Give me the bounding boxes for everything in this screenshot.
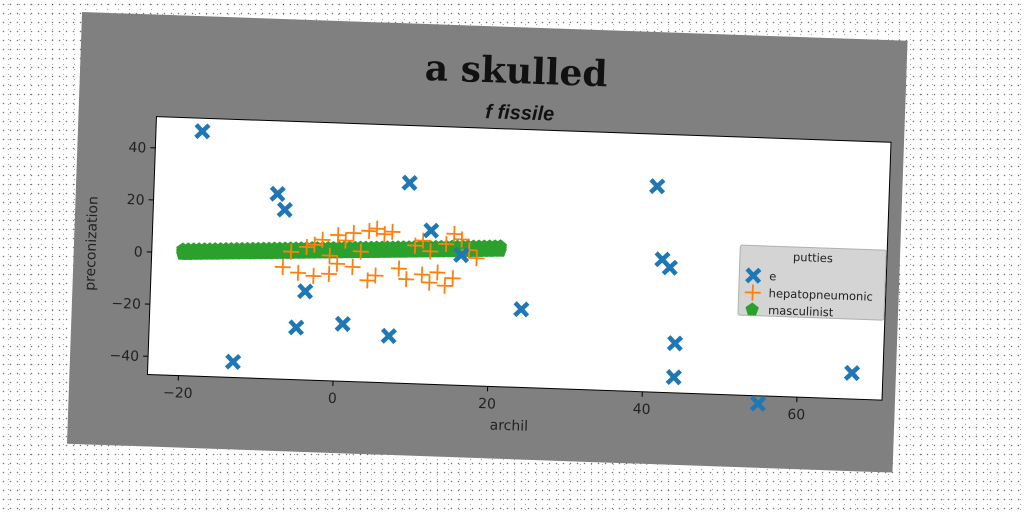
y-tick-label: 20 <box>126 192 144 209</box>
data-point <box>398 271 415 288</box>
data-point <box>513 301 530 318</box>
data-point <box>297 283 314 300</box>
data-point <box>444 270 461 287</box>
data-point <box>376 226 393 243</box>
plot-area <box>147 116 892 401</box>
data-point <box>361 222 378 239</box>
legend-entry: masculinist <box>745 302 834 319</box>
data-point <box>384 223 401 240</box>
y-tick-label: −20 <box>111 296 141 313</box>
legend-label: hepatopneumonic <box>768 286 873 304</box>
data-point <box>345 225 362 242</box>
data-point <box>298 239 315 256</box>
x-axis: −20 0 20 40 60 <box>163 375 806 423</box>
data-point <box>380 327 397 345</box>
legend-label: masculinist <box>768 303 834 319</box>
data-point <box>306 236 323 253</box>
data-point <box>194 123 211 140</box>
data-point <box>429 264 446 281</box>
legend-marker <box>745 267 762 284</box>
y-axis: −40 −20 0 20 40 <box>109 140 156 365</box>
series-masculinist <box>176 239 508 260</box>
data-point <box>749 395 767 412</box>
chart-title: a skulled <box>424 47 608 95</box>
y-tick-label: 40 <box>128 140 146 157</box>
data-point <box>283 243 300 260</box>
plot-border <box>146 116 892 401</box>
data-point <box>421 274 438 291</box>
data-point <box>666 335 684 352</box>
data-point <box>390 260 407 277</box>
data-point <box>468 250 485 267</box>
chart-subtitle: f fissile <box>485 101 555 125</box>
legend-box <box>737 244 887 321</box>
legend-label: e <box>769 269 777 283</box>
data-point <box>415 232 432 249</box>
data-point <box>334 315 351 333</box>
data-point <box>453 231 470 248</box>
x-tick-label: 60 <box>787 407 805 424</box>
x-axis-label: archil <box>489 417 528 434</box>
legend-title: putties <box>793 250 833 265</box>
y-tick-label: 0 <box>134 244 143 260</box>
data-point <box>661 259 679 276</box>
data-point <box>329 255 346 272</box>
legend-marker <box>745 302 759 316</box>
data-point <box>320 265 338 282</box>
data-point <box>436 277 453 294</box>
data-point <box>453 246 470 264</box>
x-tick-label: −20 <box>163 385 193 402</box>
y-axis-label: preconization <box>82 196 101 291</box>
data-point <box>274 259 291 276</box>
data-point <box>493 239 508 253</box>
data-point <box>321 247 338 264</box>
data-point <box>224 353 242 370</box>
y-tick-label: −40 <box>109 348 139 365</box>
data-point <box>344 258 361 275</box>
data-point <box>438 236 455 253</box>
data-point <box>422 243 439 260</box>
legend-entry: hepatopneumonic <box>744 284 873 304</box>
data-point <box>649 178 666 195</box>
data-point <box>423 222 440 239</box>
data-point <box>288 319 305 336</box>
data-point <box>290 264 307 281</box>
data-point <box>269 185 286 203</box>
x-tick-label: 40 <box>632 401 650 418</box>
data-point <box>352 243 369 260</box>
data-point <box>276 201 293 218</box>
data-point <box>665 369 682 386</box>
data-point <box>401 174 418 191</box>
x-tick-label: 20 <box>478 396 496 413</box>
series-hepatopneumonic <box>274 220 485 294</box>
data-point <box>305 267 322 284</box>
data-point <box>367 267 384 284</box>
series-e <box>194 123 861 412</box>
data-marks <box>176 123 861 412</box>
data-point <box>413 266 430 283</box>
data-point <box>843 364 861 382</box>
data-point <box>337 232 354 249</box>
legend-marker <box>744 284 761 301</box>
x-tick-label: 0 <box>328 391 337 407</box>
legend-entry: e <box>745 267 777 284</box>
